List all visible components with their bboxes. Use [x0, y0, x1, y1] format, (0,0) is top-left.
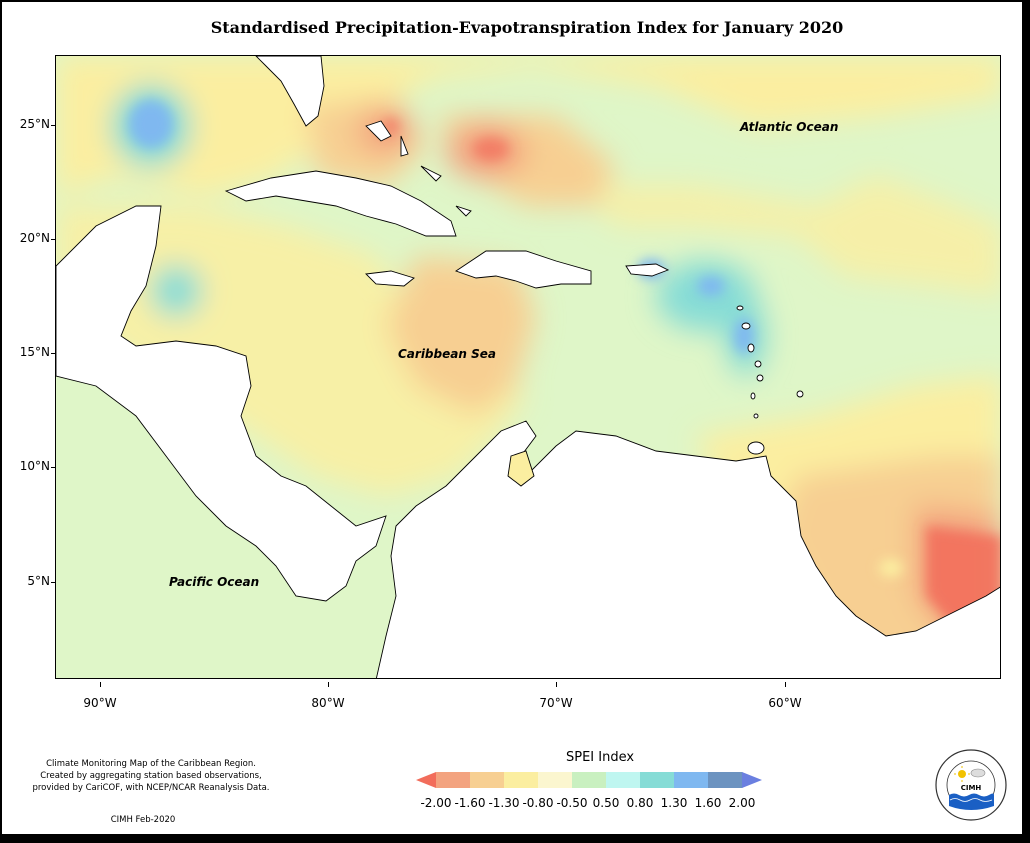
land-masses — [56, 56, 1000, 678]
legend-swatch — [504, 772, 539, 788]
legend-label: -2.00 — [420, 796, 452, 810]
legend-colorbar — [416, 772, 762, 788]
legend-swatch — [708, 772, 743, 788]
spei-map: Atlantic Ocean Caribbean Sea Pacific Oce… — [55, 55, 1001, 679]
lon-tick-60w: 60°W — [755, 682, 815, 710]
lon-tick-90w: 90°W — [70, 682, 130, 710]
legend-label: 2.00 — [728, 796, 756, 810]
lat-tick-25n: 25°N — [6, 117, 56, 131]
legend-swatch — [470, 772, 505, 788]
legend-label: -0.50 — [556, 796, 588, 810]
credit-line-2: Created by aggregating station based obs… — [40, 771, 262, 781]
spei-field — [56, 56, 1000, 678]
credit-date: CIMH Feb-2020 — [110, 815, 176, 825]
ocean-label-atlantic: Atlantic Ocean — [740, 120, 839, 134]
map-title: Standardised Precipitation-Evapotranspir… — [210, 18, 844, 37]
lat-tick-15n: 15°N — [6, 345, 56, 359]
lat-tick-20n: 20°N — [6, 231, 56, 245]
legend-title: SPEI Index — [566, 750, 635, 765]
legend-label: 1.30 — [660, 796, 688, 810]
ocean-label-pacific: Pacific Ocean — [169, 575, 260, 589]
credit-line-1: Climate Monitoring Map of the Caribbean … — [46, 759, 256, 769]
lat-tick-5n: 5°N — [6, 574, 56, 588]
legend-swatch — [674, 772, 709, 788]
legend-swatch-high — [742, 772, 762, 788]
cimh-logo: CIMH — [935, 749, 1007, 821]
legend-swatch — [436, 772, 471, 788]
credits-block: Climate Monitoring Map of the Caribbean … — [20, 758, 282, 794]
legend-swatch — [606, 772, 641, 788]
legend-label: -0.80 — [522, 796, 554, 810]
legend-label: -1.30 — [488, 796, 520, 810]
legend-label: 1.60 — [694, 796, 722, 810]
ocean-label-caribbean: Caribbean Sea — [398, 347, 496, 361]
legend-label: -1.60 — [454, 796, 486, 810]
legend-label: 0.80 — [626, 796, 654, 810]
legend-svg — [416, 772, 762, 788]
logo-text: CIMH — [961, 784, 982, 792]
lat-tick-10n: 10°N — [6, 459, 56, 473]
lon-tick-80w: 80°W — [298, 682, 358, 710]
legend-swatch-low — [416, 772, 436, 788]
legend-swatch — [572, 772, 607, 788]
legend-swatch — [640, 772, 675, 788]
credit-line-3: provided by CariCOF, with NCEP/NCAR Rean… — [32, 783, 270, 793]
legend-label: 0.50 — [592, 796, 620, 810]
lon-tick-70w: 70°W — [526, 682, 586, 710]
legend-swatch — [538, 772, 573, 788]
